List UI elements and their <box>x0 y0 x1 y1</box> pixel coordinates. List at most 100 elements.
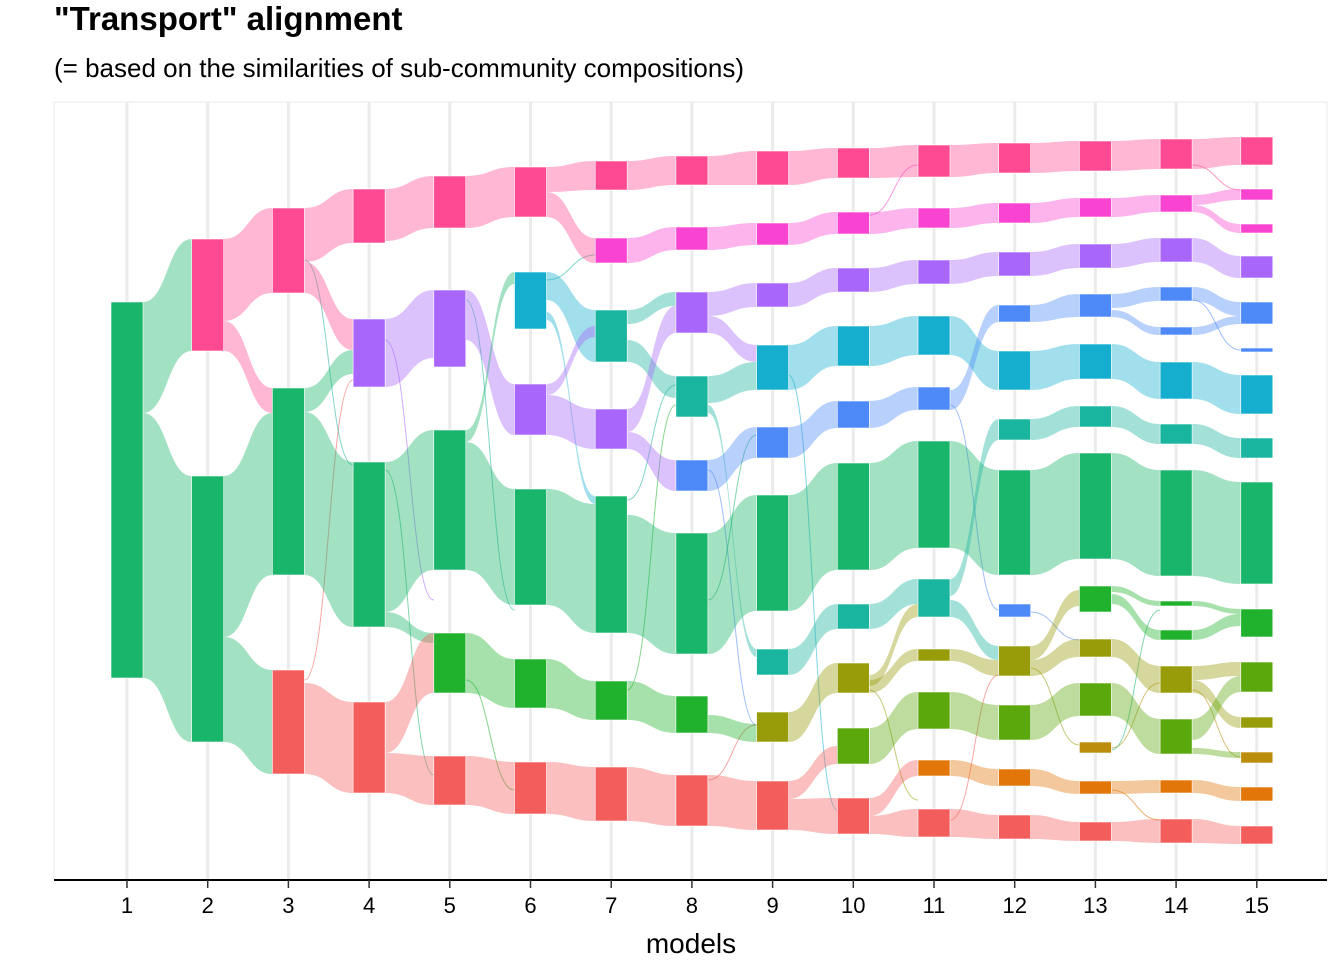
flow-83 <box>950 760 999 786</box>
flow-10 <box>304 683 354 793</box>
stratum-14-92 <box>1159 194 1193 213</box>
stratum-13-87 <box>1079 682 1112 717</box>
flow-98 <box>1111 195 1161 217</box>
thin-link-18 <box>1030 667 1080 746</box>
flow-93 <box>1030 639 1080 676</box>
stratum-15-108 <box>1240 255 1274 279</box>
flow-21 <box>465 633 515 708</box>
stratum-14-104 <box>1159 818 1193 844</box>
flow-54 <box>788 326 838 390</box>
x-tick-label-10: 10 <box>841 893 865 918</box>
flow-3 <box>223 321 273 413</box>
flow-14 <box>385 612 434 643</box>
stratum-10-51 <box>836 603 870 630</box>
flow-121 <box>1192 614 1241 640</box>
flow-15 <box>385 633 434 753</box>
stratum-12-73 <box>998 603 1032 618</box>
thin-link-9 <box>707 469 757 726</box>
thin-link-11 <box>707 724 757 781</box>
stratum-10-47 <box>836 267 870 293</box>
stratum-9-41 <box>756 494 789 612</box>
flow-104 <box>1111 453 1161 576</box>
flow-108 <box>1111 683 1161 754</box>
stratum-4-8 <box>352 461 386 628</box>
stratum-7-22 <box>594 237 628 264</box>
flow-24 <box>546 192 596 263</box>
x-tick-label-3: 3 <box>282 893 294 918</box>
thin-link-24 <box>1192 689 1241 758</box>
thin-link-15 <box>949 404 999 611</box>
stratum-11-65 <box>917 808 951 838</box>
flow-55 <box>788 401 838 458</box>
stratum-7-27 <box>594 766 628 822</box>
stratum-12-77 <box>998 814 1032 840</box>
stratum-7-21 <box>594 160 628 191</box>
flow-9 <box>304 412 354 627</box>
x-tick-label-14: 14 <box>1164 893 1188 918</box>
thin-link-17 <box>1030 611 1080 641</box>
flow-46 <box>707 405 757 657</box>
stratum-13-81 <box>1079 293 1112 318</box>
flow-64 <box>869 316 918 366</box>
stratum-14-98 <box>1159 469 1193 577</box>
flow-7 <box>304 262 354 350</box>
flow-25 <box>546 272 596 362</box>
stratum-15-119 <box>1240 825 1274 845</box>
flow-91 <box>1030 453 1080 575</box>
flow-56 <box>788 463 838 611</box>
flow-31 <box>546 762 596 821</box>
flow-57 <box>788 604 838 675</box>
flow-0 <box>143 239 192 413</box>
flow-68 <box>869 604 918 686</box>
stratum-12-75 <box>998 704 1032 741</box>
flow-127 <box>1192 819 1241 844</box>
stratum-8-34 <box>675 695 709 734</box>
thin-link-23 <box>1192 164 1241 191</box>
flow-5 <box>223 637 273 774</box>
flow-6 <box>304 189 354 262</box>
flow-107 <box>1111 639 1161 693</box>
stratum-13-86 <box>1079 638 1112 658</box>
stratum-14-93 <box>1159 237 1193 263</box>
x-tick-label-1: 1 <box>121 893 133 918</box>
flow-79 <box>950 419 999 596</box>
stratum-11-57 <box>917 259 951 285</box>
stratum-8-32 <box>675 459 709 492</box>
stratum-14-96 <box>1159 361 1193 400</box>
stratum-5-14 <box>433 755 467 806</box>
flow-67 <box>869 579 918 629</box>
flow-100 <box>1111 287 1161 308</box>
flow-103 <box>1111 406 1161 444</box>
flow-38 <box>627 515 676 654</box>
stratum-15-111 <box>1240 374 1274 415</box>
flow-8 <box>304 350 354 412</box>
flow-4 <box>223 413 273 637</box>
flow-90 <box>1030 406 1080 440</box>
stratum-9-39 <box>756 344 789 391</box>
stratum-5-13 <box>433 632 467 694</box>
flow-61 <box>869 145 918 178</box>
stratum-8-29 <box>675 226 709 251</box>
flow-97 <box>1111 139 1161 171</box>
stratum-13-89 <box>1079 780 1112 795</box>
thin-link-2 <box>384 469 435 776</box>
flow-119 <box>1192 470 1241 584</box>
stratum-11-62 <box>917 648 951 662</box>
thin-link-13 <box>869 164 919 216</box>
stratum-11-56 <box>917 207 951 229</box>
flow-52 <box>788 212 838 245</box>
thin-link-22 <box>1192 299 1241 351</box>
flow-36 <box>627 306 676 432</box>
flow-35 <box>627 340 676 398</box>
stratum-14-97 <box>1159 423 1193 445</box>
stratum-9-36 <box>756 150 789 186</box>
stratum-15-105 <box>1240 136 1274 166</box>
flow-116 <box>1192 316 1241 335</box>
stratum-8-35 <box>675 774 709 827</box>
flow-53 <box>788 268 838 307</box>
stratum-6-20 <box>514 761 547 815</box>
flow-74 <box>950 203 999 228</box>
flow-50 <box>707 775 757 830</box>
flow-109 <box>1111 780 1161 794</box>
flow-123 <box>1192 680 1241 728</box>
